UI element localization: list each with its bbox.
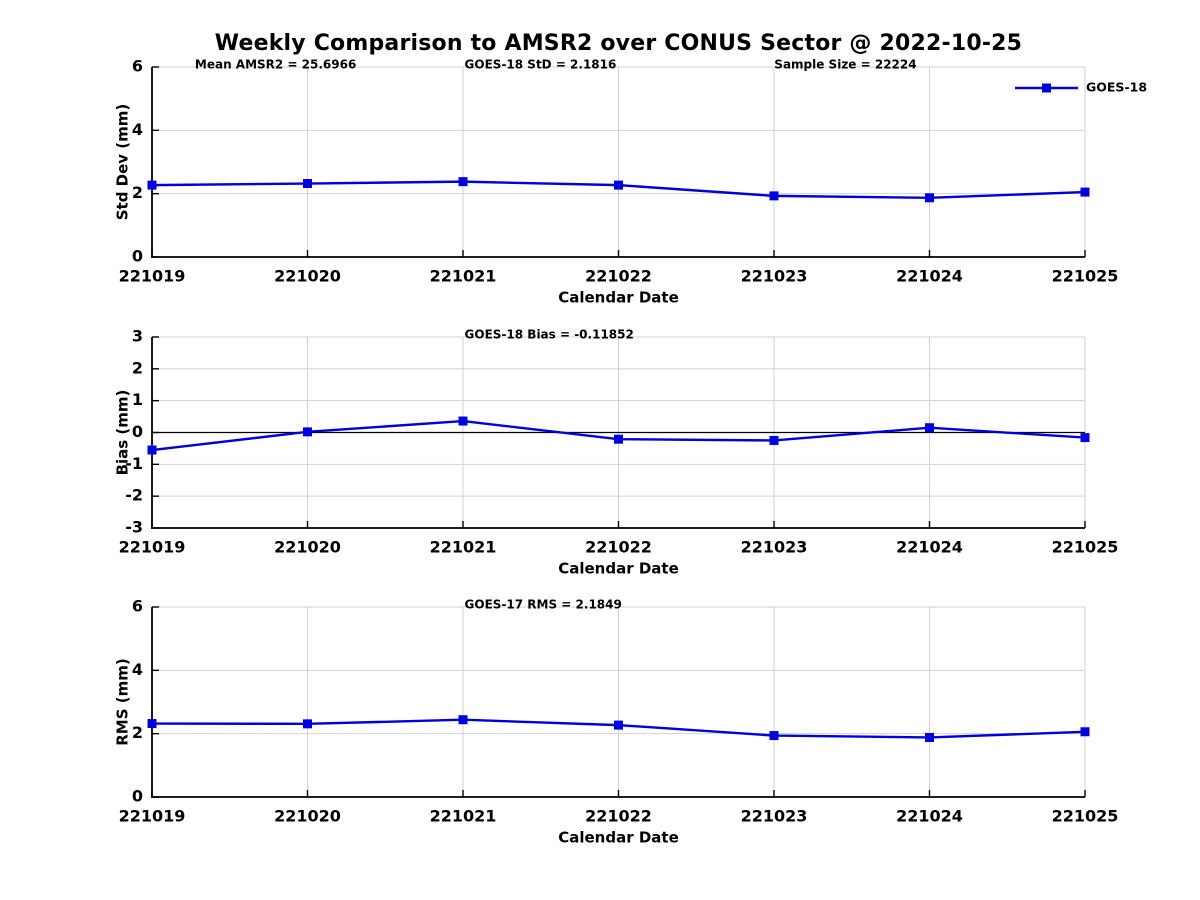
x-tick-label: 221019 xyxy=(119,267,186,286)
data-marker xyxy=(147,180,157,190)
data-marker xyxy=(769,435,779,445)
x-tick-label: 221020 xyxy=(274,267,341,286)
x-tick-label: 221021 xyxy=(430,807,497,826)
y-tick-label: 1 xyxy=(132,390,143,409)
x-tick-label: 221022 xyxy=(585,807,652,826)
data-marker xyxy=(458,416,468,426)
data-marker xyxy=(458,177,468,187)
y-tick-label: -2 xyxy=(125,486,143,505)
y-tick-label: 0 xyxy=(132,787,143,806)
data-marker xyxy=(303,719,312,729)
y-tick-label: 2 xyxy=(132,358,143,377)
x-tick-label: 221023 xyxy=(741,538,808,557)
y-tick-label: -3 xyxy=(125,518,143,537)
panel-annotation: GOES-17 RMS = 2.1849 xyxy=(465,598,622,612)
y-axis-label: Bias (mm) xyxy=(114,390,132,476)
legend-marker xyxy=(1042,83,1051,93)
x-tick-label: 221021 xyxy=(430,538,497,557)
x-tick-label: 221021 xyxy=(430,267,497,286)
data-marker xyxy=(614,720,623,730)
y-tick-label: 2 xyxy=(132,723,143,742)
x-tick-label: 221020 xyxy=(274,807,341,826)
x-tick-label: 221024 xyxy=(896,807,963,826)
x-tick-label: 221022 xyxy=(585,538,652,557)
figure-title: Weekly Comparison to AMSR2 over CONUS Se… xyxy=(214,31,1023,56)
data-marker xyxy=(614,434,623,444)
y-tick-label: 6 xyxy=(132,57,143,76)
x-tick-label: 221025 xyxy=(1052,807,1119,826)
data-marker xyxy=(458,715,468,725)
x-tick-label: 221024 xyxy=(896,538,963,557)
data-marker xyxy=(769,191,779,201)
x-tick-label: 221019 xyxy=(119,807,186,826)
legend-label: GOES-18 xyxy=(1086,80,1147,95)
y-tick-label: 6 xyxy=(132,597,143,616)
x-axis-label: Calendar Date xyxy=(558,829,679,847)
y-tick-label: -1 xyxy=(125,454,143,473)
data-marker xyxy=(1080,727,1090,737)
y-tick-label: 4 xyxy=(132,660,143,679)
x-axis-label: Calendar Date xyxy=(558,560,679,578)
data-marker xyxy=(1080,187,1090,197)
x-tick-label: 221022 xyxy=(585,267,652,286)
y-tick-label: 0 xyxy=(132,247,143,266)
y-tick-label: 0 xyxy=(132,422,143,441)
x-tick-label: 221023 xyxy=(741,267,808,286)
x-tick-label: 221025 xyxy=(1052,538,1119,557)
y-tick-label: 4 xyxy=(132,120,143,139)
data-marker xyxy=(147,445,157,455)
x-tick-label: 221024 xyxy=(896,267,963,286)
data-marker xyxy=(1080,433,1090,443)
data-marker xyxy=(147,719,157,729)
data-marker xyxy=(925,423,934,433)
panel-annotation: Mean AMSR2 = 25.6966 xyxy=(195,58,356,72)
data-marker xyxy=(925,193,934,203)
panel-annotation: Sample Size = 22224 xyxy=(774,58,916,72)
y-tick-label: 2 xyxy=(132,183,143,202)
x-tick-label: 221025 xyxy=(1052,267,1119,286)
data-marker xyxy=(303,179,312,189)
data-marker xyxy=(614,180,623,190)
x-tick-label: 221020 xyxy=(274,538,341,557)
x-tick-label: 221019 xyxy=(119,538,186,557)
panel-annotation: GOES-18 Bias = -0.11852 xyxy=(465,328,634,342)
y-tick-label: 3 xyxy=(132,327,143,346)
y-axis-label: RMS (mm) xyxy=(114,658,132,745)
y-axis-label: Std Dev (mm) xyxy=(114,104,132,221)
panel-annotation: GOES-18 StD = 2.1816 xyxy=(465,58,617,72)
data-marker xyxy=(925,732,934,742)
x-tick-label: 221023 xyxy=(741,807,808,826)
data-marker xyxy=(769,731,779,741)
x-axis-label: Calendar Date xyxy=(558,289,679,307)
data-marker xyxy=(303,427,312,437)
